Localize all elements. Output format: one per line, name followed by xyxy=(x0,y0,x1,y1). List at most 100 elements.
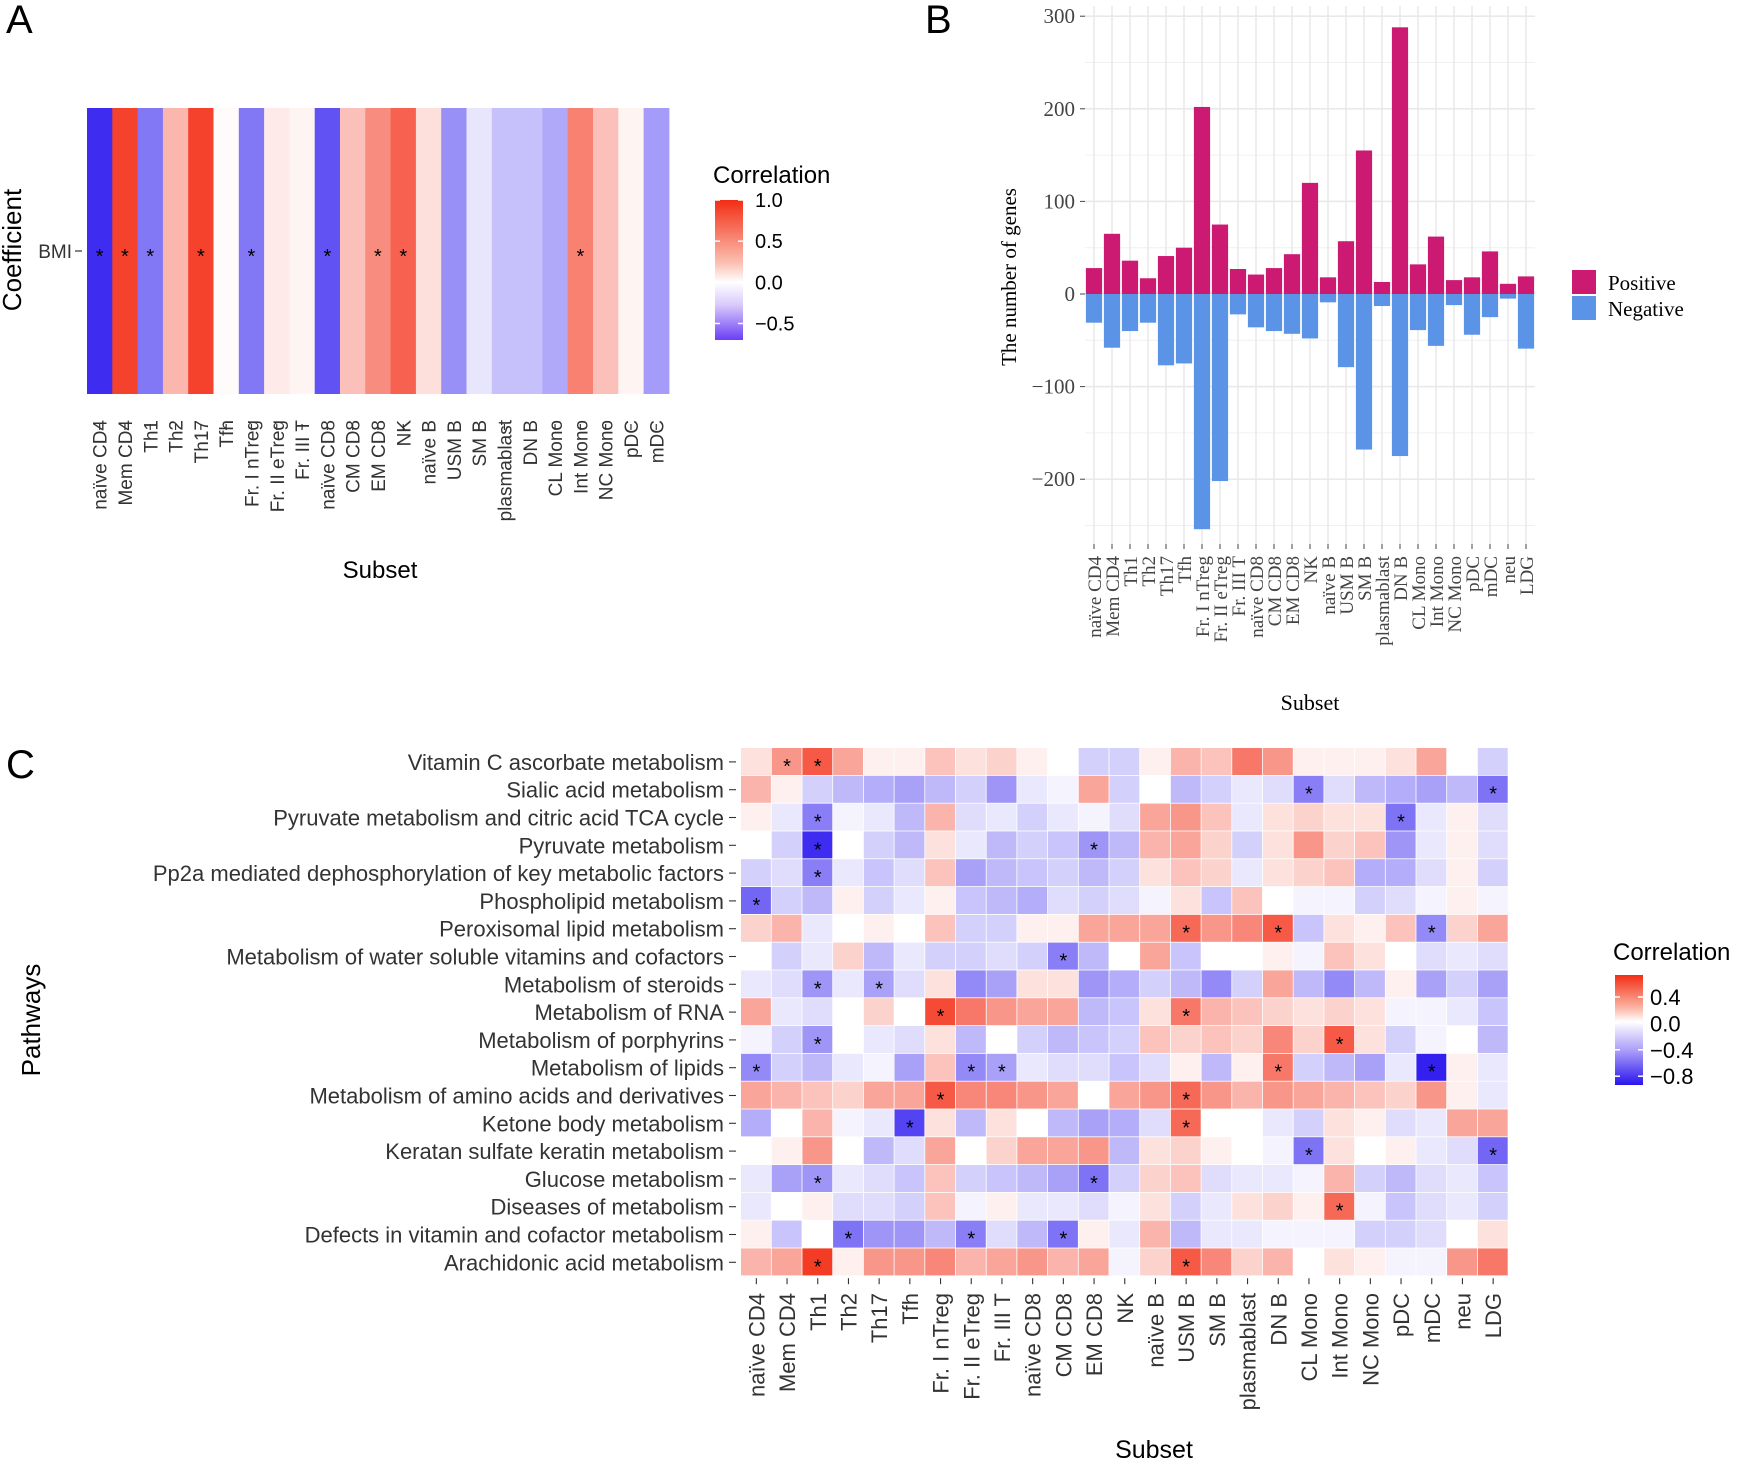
heatmap-cell xyxy=(802,1026,833,1053)
x-tick-label: Fr. I nTreg xyxy=(929,1293,954,1394)
significance-star: * xyxy=(814,1173,822,1195)
heatmap-cell xyxy=(1048,914,1078,942)
heatmap-cell xyxy=(802,914,833,942)
x-tick-label: CL Mono xyxy=(546,420,567,496)
heatmap-cell xyxy=(1232,1248,1263,1276)
x-tick-label: Th17 xyxy=(1157,556,1178,596)
pathway-label: Pyruvate metabolism xyxy=(519,833,724,858)
heatmap-cell xyxy=(1232,748,1263,775)
pathway-label: Metabolism of steroids xyxy=(504,972,724,997)
heatmap-cell xyxy=(1109,748,1140,775)
heatmap-cell xyxy=(1232,1165,1263,1192)
heatmap-cell xyxy=(955,1248,986,1276)
heatmap-cell xyxy=(955,1220,986,1248)
x-tick-label: Mem CD4 xyxy=(116,420,137,506)
heatmap-cell xyxy=(1447,831,1477,859)
x-tick-label: Th17 xyxy=(192,420,213,463)
heatmap-cell xyxy=(1048,831,1078,859)
heatmap-cell xyxy=(1109,803,1140,831)
heatmap-cell xyxy=(1385,748,1416,775)
heatmap-cell xyxy=(1355,831,1385,859)
significance-star: * xyxy=(906,1117,914,1139)
heatmap-cell xyxy=(1048,859,1078,887)
heatmap-cell xyxy=(771,1220,802,1248)
heatmap-cell xyxy=(1201,1220,1232,1248)
heatmap-cell xyxy=(802,942,833,970)
pathway-label: Vitamin C ascorbate metabolism xyxy=(408,750,724,775)
cell-bmi-2 xyxy=(137,108,164,394)
x-tick-label: CM CD8 xyxy=(1051,1293,1076,1377)
heatmap-cell xyxy=(771,775,802,803)
heatmap-cell xyxy=(1385,887,1416,914)
heatmap-cell xyxy=(1201,1165,1232,1192)
heatmap-cell xyxy=(955,859,986,887)
heatmap-cell xyxy=(1201,1081,1232,1109)
heatmap-cell xyxy=(863,887,894,914)
heatmap-cell xyxy=(955,1137,986,1165)
heatmap-cell xyxy=(1109,1192,1140,1220)
x-tick-label: DN B xyxy=(1266,1293,1291,1346)
panel-a-legend-colorbar xyxy=(715,200,743,340)
heatmap-cell xyxy=(833,887,863,914)
cell-bmi-16 xyxy=(491,108,518,394)
heatmap-cell xyxy=(1293,1109,1324,1137)
heatmap-cell xyxy=(894,748,925,775)
panel-b-legend: Positive Negative xyxy=(1572,270,1684,321)
pathway-label: Metabolism of amino acids and derivative… xyxy=(309,1084,724,1109)
heatmap-cell xyxy=(1078,1026,1109,1053)
heatmap-cell xyxy=(1078,1165,1109,1192)
heatmap-cell xyxy=(1355,1081,1385,1109)
heatmap-cell xyxy=(1109,1109,1140,1137)
panel-a-xlabel: Subset xyxy=(343,557,418,584)
x-tick-label: mDC xyxy=(1481,556,1502,597)
significance-star: * xyxy=(814,1034,822,1056)
x-tick-label: Fr. III T xyxy=(990,1293,1015,1362)
heatmap-cell xyxy=(1017,942,1048,970)
legend-positive-swatch xyxy=(1572,270,1596,294)
heatmap-cell xyxy=(1416,748,1447,775)
heatmap-cell xyxy=(833,1053,863,1081)
heatmap-cell xyxy=(1017,1026,1048,1053)
heatmap-cell xyxy=(1201,1109,1232,1137)
bar-negative xyxy=(1085,294,1103,323)
x-tick-label: mDC xyxy=(647,420,668,463)
heatmap-cell xyxy=(1017,1248,1048,1276)
heatmap-cell xyxy=(1109,1248,1140,1276)
heatmap-cell xyxy=(1447,859,1477,887)
pathway-label: Phospholipid metabolism xyxy=(479,889,724,914)
significance-star: * xyxy=(1274,923,1282,945)
heatmap-cell xyxy=(1324,859,1355,887)
heatmap-cell xyxy=(1262,1109,1293,1137)
panel-a-legend: Correlation 1.0 0.5 0.0 −0.5 xyxy=(713,162,830,340)
heatmap-cell xyxy=(1385,831,1416,859)
heatmap-cell xyxy=(741,1165,771,1192)
heatmap-cell xyxy=(1477,970,1508,998)
heatmap-cell xyxy=(1293,803,1324,831)
heatmap-cell xyxy=(771,1165,802,1192)
cell-bmi-13 xyxy=(415,108,442,394)
heatmap-cell xyxy=(1078,1220,1109,1248)
heatmap-cell xyxy=(1232,1081,1263,1109)
x-tick-label: EM CD8 xyxy=(1082,1293,1107,1376)
significance-star: * xyxy=(121,246,129,268)
pathway-label: Sialic acid metabolism xyxy=(506,778,724,803)
significance-star: * xyxy=(967,1062,975,1084)
bar-negative xyxy=(1391,294,1409,457)
significance-star: * xyxy=(146,246,154,268)
x-tick-label: Fr. I nTreg xyxy=(242,420,263,507)
heatmap-cell xyxy=(1355,1053,1385,1081)
significance-star: * xyxy=(197,246,205,268)
heatmap-cell xyxy=(1416,1220,1447,1248)
bar-negative xyxy=(1193,294,1211,530)
heatmap-cell xyxy=(925,1081,956,1109)
heatmap-cell xyxy=(863,1192,894,1220)
heatmap-cell xyxy=(1293,775,1324,803)
heatmap-cell xyxy=(1447,1109,1477,1137)
heatmap-cell xyxy=(925,1137,956,1165)
heatmap-cell xyxy=(894,1220,925,1248)
heatmap-cell xyxy=(1017,859,1048,887)
heatmap-cell xyxy=(1262,803,1293,831)
significance-star: * xyxy=(875,978,883,1000)
heatmap-cell xyxy=(894,775,925,803)
heatmap-cell xyxy=(1416,1026,1447,1053)
